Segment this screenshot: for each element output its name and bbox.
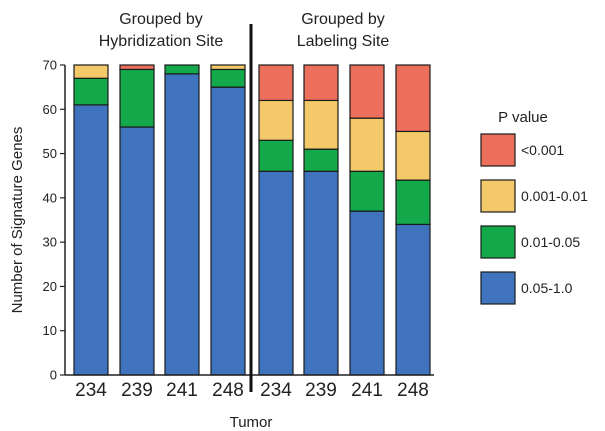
bar-segment-6-2 — [349, 117, 385, 172]
y-tick-label-6: 60 — [43, 102, 57, 117]
y-tick-label-7: 70 — [43, 58, 57, 73]
x-tick-label-1: 239 — [121, 380, 153, 401]
bar-segment-3-0 — [210, 86, 246, 376]
bar-segment-1-1 — [119, 68, 155, 128]
bar-segment-4-2 — [258, 99, 294, 141]
y-axis-label: Number of Signature Genes — [9, 127, 26, 314]
x-tick-label-0: 234 — [75, 380, 107, 401]
x-tick-label-2: 241 — [166, 380, 198, 401]
bar-segment-5-0 — [303, 170, 339, 376]
group-title-1-line-0: Grouped by — [301, 11, 385, 28]
bar-segment-4-3 — [258, 64, 294, 102]
bar-segment-0-1 — [73, 77, 109, 106]
bar-segment-1-0 — [119, 126, 155, 376]
y-tick-label-1: 10 — [43, 323, 57, 338]
bar-segment-0-0 — [73, 104, 109, 376]
bar-segment-3-1 — [210, 68, 246, 88]
y-tick-label-5: 50 — [43, 146, 57, 161]
bar-segment-5-2 — [303, 99, 339, 150]
bar-segment-2-0 — [164, 73, 200, 376]
legend-title: P value — [498, 109, 548, 126]
x-tick-label-3: 248 — [212, 380, 244, 401]
y-tick-label-3: 30 — [43, 235, 57, 250]
x-tick-label-5: 239 — [305, 380, 337, 401]
y-tick-label-4: 40 — [43, 190, 57, 205]
bar-segment-4-0 — [258, 170, 294, 376]
group-title-0-line-0: Grouped by — [119, 11, 203, 28]
legend-label-1: 0.001-0.01 — [521, 188, 588, 204]
y-tick-label-0: 0 — [50, 368, 57, 383]
y-tick-label-2: 20 — [43, 279, 57, 294]
bar-segment-7-2 — [395, 130, 431, 181]
bar-segment-6-0 — [349, 210, 385, 376]
axes-layer — [60, 24, 434, 392]
group-title-1-line-1: Labeling Site — [297, 33, 390, 50]
legend-swatch-3 — [480, 271, 516, 305]
bar-segment-2-1 — [164, 64, 200, 75]
bar-segment-0-2 — [73, 64, 109, 79]
legend-swatch-0 — [480, 133, 516, 167]
legend-label-3: 0.05-1.0 — [521, 280, 573, 296]
bar-segment-1-3 — [119, 64, 155, 71]
group-title-0-line-1: Hybridization Site — [99, 33, 224, 50]
bar-segment-7-0 — [395, 223, 431, 376]
x-tick-label-4: 234 — [260, 380, 292, 401]
x-tick-label-6: 241 — [351, 380, 383, 401]
x-axis-label: Tumor — [230, 414, 273, 431]
bar-segment-7-1 — [395, 179, 431, 226]
bar-segment-5-1 — [303, 148, 339, 172]
legend-label-2: 0.01-0.05 — [521, 234, 580, 250]
bar-segment-6-1 — [349, 170, 385, 212]
legend-label-0: <0.001 — [521, 142, 564, 158]
legend-swatch-2 — [480, 225, 516, 259]
bars-layer — [73, 64, 431, 376]
bar-segment-7-3 — [395, 64, 431, 133]
x-tick-label-7: 248 — [397, 380, 429, 401]
bar-segment-6-3 — [349, 64, 385, 119]
legend: P value <0.001 0.001-0.01 0.01-0.05 0.05-1.0 — [480, 109, 588, 305]
labels-layer: 0 10 20 30 40 50 60 70 234 239 241 248 234 239 241 248 G… — [9, 11, 429, 431]
bar-segment-3-2 — [210, 64, 246, 71]
bar-segment-4-1 — [258, 139, 294, 172]
bar-segment-5-3 — [303, 64, 339, 102]
legend-swatch-1 — [480, 179, 516, 213]
